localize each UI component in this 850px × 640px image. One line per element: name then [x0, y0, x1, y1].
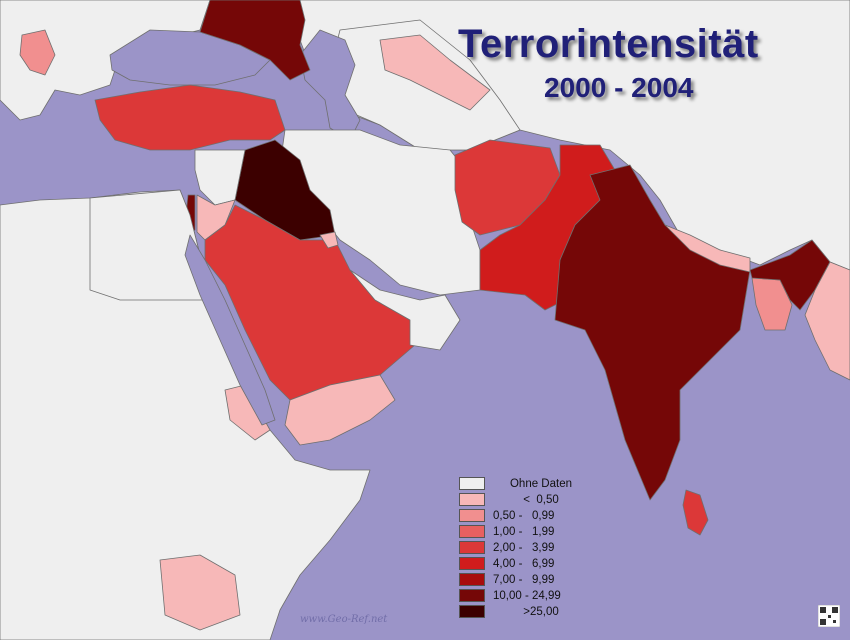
- legend-label: 7,00 - 9,99: [493, 574, 555, 586]
- qr-code-icon: [818, 605, 840, 627]
- legend-item: 1,00 - 1,99: [459, 524, 599, 540]
- map-subtitle: 2000 - 2004: [544, 72, 694, 103]
- legend-item: < 0,50: [459, 492, 599, 508]
- legend-label: 10,00 - 24,99: [493, 590, 561, 602]
- country-yemen: [284, 374, 396, 446]
- country-balkans: [19, 29, 56, 76]
- country-nepal: [664, 224, 751, 273]
- country-uzbekistan: [379, 34, 491, 111]
- legend-label: Ohne Daten: [509, 478, 572, 490]
- legend-swatch: [459, 557, 485, 570]
- legend-swatch: [459, 477, 485, 490]
- black-sea: [109, 29, 271, 86]
- legend-label: >25,00: [523, 606, 559, 618]
- legend-label: 0,50 - 0,99: [493, 510, 555, 522]
- legend-label: 1,00 - 1,99: [493, 526, 555, 538]
- country-russia-caucasus: [199, 0, 311, 81]
- country-india-northeast: [749, 239, 831, 311]
- country-sri-lanka: [682, 489, 709, 536]
- legend-item: 0,50 - 0,99: [459, 508, 599, 524]
- land-gulf-states: [349, 269, 461, 351]
- legend-label: 4,00 - 6,99: [493, 558, 555, 570]
- legend-item: 4,00 - 6,99: [459, 556, 599, 572]
- country-kuwait: [319, 231, 339, 249]
- legend-swatch: [459, 493, 485, 506]
- legend-item: 2,00 - 3,99: [459, 540, 599, 556]
- legend-label: 2,00 - 3,99: [493, 542, 555, 554]
- legend-label: < 0,50: [523, 494, 559, 506]
- legend-item: 10,00 - 24,99: [459, 588, 599, 604]
- legend-swatch: [459, 541, 485, 554]
- legend-swatch: [459, 509, 485, 522]
- legend-item: Ohne Daten: [459, 476, 599, 492]
- watermark: www.Geo-Ref.net: [300, 614, 388, 625]
- legend-swatch: [459, 589, 485, 602]
- legend-item: 7,00 - 9,99: [459, 572, 599, 588]
- legend-swatch: [459, 573, 485, 586]
- country-turkey: [94, 84, 286, 151]
- country-myanmar: [804, 261, 850, 381]
- legend: Ohne Daten < 0,50 0,50 - 0,99 1,00 - 1,99 2,…: [459, 476, 599, 620]
- map-title: Terrorintensität: [458, 22, 759, 66]
- red-sea: [184, 234, 276, 426]
- legend-swatch: [459, 525, 485, 538]
- legend-item: >25,00: [459, 604, 599, 620]
- legend-swatch: [459, 605, 485, 618]
- country-kenya: [159, 554, 241, 631]
